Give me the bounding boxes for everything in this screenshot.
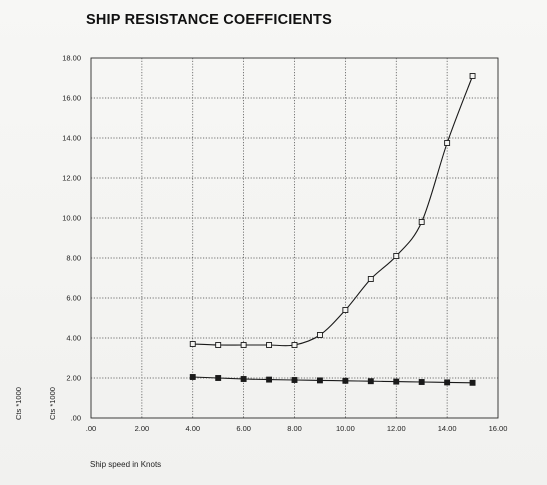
x-tick-label: 6.00 <box>236 424 251 433</box>
data-point <box>240 342 247 348</box>
series-1 <box>189 73 476 348</box>
y-tick-label: 2.00 <box>66 374 81 383</box>
data-point <box>215 375 222 381</box>
y-tick-label: 12.00 <box>62 174 81 183</box>
y-tick-labels: .00 2.00 4.00 6.00 8.00 10.00 12.00 14.00 16.00 1… <box>62 54 81 423</box>
x-tick-label: 2.00 <box>135 424 150 433</box>
x-tick-label: 10.00 <box>336 424 355 433</box>
y-axis-label-outer: Cts *1000 <box>14 387 23 420</box>
data-point <box>342 377 349 384</box>
series <box>189 73 476 386</box>
data-point <box>393 253 400 259</box>
y-tick-label: .00 <box>71 414 81 423</box>
x-tick-label: 16.00 <box>489 424 508 433</box>
data-point <box>215 342 222 348</box>
x-tick-label: 14.00 <box>438 424 457 433</box>
data-point <box>418 219 425 225</box>
data-point <box>189 374 196 380</box>
data-point <box>444 379 451 386</box>
data-point <box>266 342 273 348</box>
data-point <box>469 73 476 79</box>
y-tick-label: 10.00 <box>62 214 81 223</box>
data-point <box>469 379 476 386</box>
x-axis-label: Ship speed in Knots <box>90 460 161 469</box>
y-tick-label: 6.00 <box>66 294 81 303</box>
data-point <box>291 342 298 348</box>
data-point <box>342 307 349 313</box>
chart-title: SHIP RESISTANCE COEFFICIENTS <box>86 12 332 28</box>
series-line <box>192 75 474 347</box>
data-point <box>266 376 273 383</box>
x-tick-label: 8.00 <box>287 424 302 433</box>
series-2 <box>189 374 476 386</box>
y-tick-label: 18.00 <box>62 54 81 63</box>
data-point <box>291 377 298 383</box>
data-point <box>316 332 323 338</box>
data-point <box>418 379 425 385</box>
data-point <box>444 140 451 146</box>
data-point <box>393 378 400 385</box>
data-point <box>316 377 323 384</box>
x-tick-label: 4.00 <box>185 424 200 433</box>
data-point <box>189 341 196 347</box>
y-tick-label: 8.00 <box>66 254 81 263</box>
y-axis-label: Cts *1000 <box>48 387 57 420</box>
x-tick-label: 12.00 <box>387 424 406 433</box>
x-tick-label: .00 <box>86 424 96 433</box>
data-point <box>367 378 374 385</box>
data-point <box>367 276 374 282</box>
y-tick-label: 16.00 <box>62 94 81 103</box>
data-point <box>240 376 247 382</box>
grid <box>91 58 498 418</box>
y-tick-label: 14.00 <box>62 134 81 143</box>
y-tick-label: 4.00 <box>66 334 81 343</box>
x-tick-labels: .00 2.00 4.00 6.00 8.00 10.00 12.00 14.00 16.00 <box>86 424 508 433</box>
